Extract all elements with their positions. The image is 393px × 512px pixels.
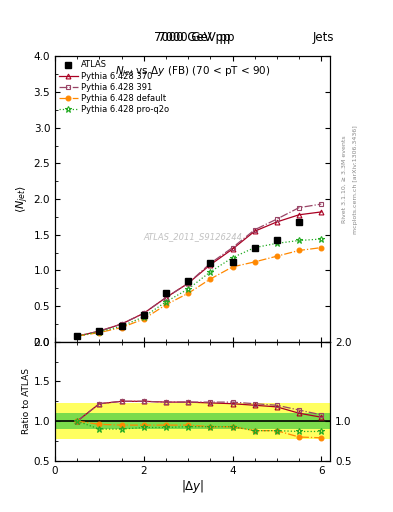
- Text: Rivet 3.1.10, ≥ 3.3M events: Rivet 3.1.10, ≥ 3.3M events: [342, 135, 346, 223]
- Pythia 6.428 391: [141, 310, 146, 316]
- Bar: [55, 403, 330, 439]
- Text: 7000 GeV pp: 7000 GeV pp: [158, 31, 235, 44]
- Pythia 6.428 391: [230, 245, 235, 251]
- Line: ATLAS: ATLAS: [74, 219, 302, 339]
- Pythia 6.428 370: [163, 294, 168, 301]
- Pythia 6.428 default: [275, 253, 279, 259]
- Pythia 6.428 default: [119, 325, 124, 331]
- Pythia 6.428 391: [297, 205, 301, 211]
- Pythia 6.428 370: [208, 262, 213, 268]
- Pythia 6.428 default: [75, 333, 79, 339]
- Pythia 6.428 pro-q2o: [230, 254, 235, 261]
- Pythia 6.428 391: [97, 328, 102, 334]
- Pythia 6.428 pro-q2o: [119, 323, 124, 329]
- Pythia 6.428 370: [186, 280, 191, 286]
- Pythia 6.428 370: [230, 246, 235, 252]
- Pythia 6.428 default: [141, 316, 146, 322]
- ATLAS: [230, 259, 235, 265]
- Pythia 6.428 pro-q2o: [163, 299, 168, 305]
- Pythia 6.428 default: [297, 247, 301, 253]
- ATLAS: [208, 260, 213, 266]
- Pythia 6.428 370: [119, 321, 124, 327]
- Pythia 6.428 pro-q2o: [208, 269, 213, 275]
- Text: mcplots.cern.ch [arXiv:1306.3436]: mcplots.cern.ch [arXiv:1306.3436]: [353, 125, 358, 233]
- Y-axis label: $\langle N_{jet}\rangle$: $\langle N_{jet}\rangle$: [15, 185, 31, 213]
- Pythia 6.428 pro-q2o: [186, 286, 191, 292]
- Pythia 6.428 pro-q2o: [297, 238, 301, 244]
- Pythia 6.428 391: [163, 294, 168, 301]
- Pythia 6.428 pro-q2o: [141, 314, 146, 320]
- Line: Pythia 6.428 default: Pythia 6.428 default: [75, 245, 324, 338]
- Pythia 6.428 370: [297, 211, 301, 218]
- Bar: [55, 413, 330, 429]
- Pythia 6.428 391: [75, 333, 79, 339]
- Legend: ATLAS, Pythia 6.428 370, Pythia 6.428 391, Pythia 6.428 default, Pythia 6.428 pr: ATLAS, Pythia 6.428 370, Pythia 6.428 39…: [57, 59, 171, 116]
- Pythia 6.428 default: [163, 302, 168, 308]
- Pythia 6.428 pro-q2o: [275, 240, 279, 246]
- Pythia 6.428 370: [97, 328, 102, 334]
- Pythia 6.428 default: [252, 259, 257, 265]
- ATLAS: [141, 312, 146, 318]
- Pythia 6.428 391: [186, 280, 191, 286]
- ATLAS: [275, 238, 279, 244]
- Pythia 6.428 default: [208, 276, 213, 282]
- ATLAS: [186, 278, 191, 284]
- Pythia 6.428 391: [252, 227, 257, 233]
- Pythia 6.428 391: [119, 321, 124, 327]
- Pythia 6.428 pro-q2o: [252, 245, 257, 251]
- Pythia 6.428 370: [252, 228, 257, 234]
- Pythia 6.428 391: [275, 216, 279, 222]
- Text: Jets: Jets: [312, 31, 334, 44]
- Pythia 6.428 pro-q2o: [319, 236, 323, 242]
- Pythia 6.428 pro-q2o: [75, 333, 79, 339]
- Pythia 6.428 391: [208, 260, 213, 266]
- ATLAS: [119, 323, 124, 329]
- Pythia 6.428 pro-q2o: [97, 329, 102, 335]
- Pythia 6.428 391: [319, 201, 323, 207]
- ATLAS: [75, 333, 79, 339]
- ATLAS: [252, 245, 257, 251]
- X-axis label: $|\Delta y|$: $|\Delta y|$: [181, 478, 204, 496]
- Line: Pythia 6.428 391: Pythia 6.428 391: [75, 202, 324, 338]
- Text: 7000 GeV pp: 7000 GeV pp: [154, 31, 231, 44]
- Pythia 6.428 370: [275, 219, 279, 225]
- ATLAS: [97, 328, 102, 334]
- Text: ATLAS_2011_S9126244: ATLAS_2011_S9126244: [143, 232, 242, 241]
- Pythia 6.428 default: [186, 290, 191, 296]
- ATLAS: [297, 219, 301, 225]
- Pythia 6.428 default: [97, 330, 102, 336]
- Line: Pythia 6.428 pro-q2o: Pythia 6.428 pro-q2o: [74, 236, 325, 339]
- Pythia 6.428 370: [319, 209, 323, 215]
- Line: Pythia 6.428 370: Pythia 6.428 370: [75, 209, 324, 338]
- Pythia 6.428 default: [230, 264, 235, 270]
- ATLAS: [163, 290, 168, 296]
- Pythia 6.428 370: [141, 310, 146, 316]
- Text: $N_{jet}$ vs $\Delta y$ (FB) (70 < pT < 90): $N_{jet}$ vs $\Delta y$ (FB) (70 < pT < …: [115, 65, 270, 79]
- Pythia 6.428 370: [75, 333, 79, 339]
- Pythia 6.428 default: [319, 245, 323, 251]
- Y-axis label: Ratio to ATLAS: Ratio to ATLAS: [22, 368, 31, 434]
